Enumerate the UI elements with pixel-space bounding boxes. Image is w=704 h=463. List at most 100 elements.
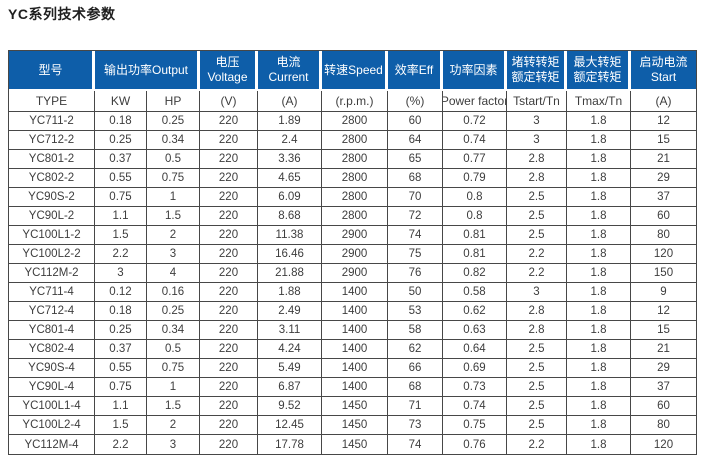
value-cell: 50 [388,283,443,302]
value-cell: 0.63 [443,321,507,340]
value-cell: 0.75 [95,188,147,207]
value-cell: 0.62 [443,302,507,321]
value-cell: 0.76 [443,435,507,454]
value-cell: 1 [147,378,200,397]
value-cell: 2800 [322,131,388,150]
value-cell: 220 [200,150,258,169]
header-group-cell: 效率Eff [388,51,443,91]
value-cell: 9.52 [258,397,322,416]
value-cell: 3 [507,283,567,302]
value-cell: 0.25 [147,302,200,321]
value-cell: 2800 [322,150,388,169]
value-cell: 0.75 [147,169,200,188]
value-cell: 0.8 [443,207,507,226]
value-cell: 11.38 [258,226,322,245]
value-cell: 220 [200,264,258,283]
subheader-cell: HP [147,91,200,112]
value-cell: 1.88 [258,283,322,302]
value-cell: 1450 [322,397,388,416]
value-cell: 1.5 [95,416,147,435]
subheader-cell: (%) [388,91,443,112]
value-cell: 2.8 [507,321,567,340]
value-cell: 2.5 [507,340,567,359]
value-cell: 150 [631,264,696,283]
value-cell: 2.8 [507,302,567,321]
value-cell: 3 [147,435,200,454]
value-cell: 76 [388,264,443,283]
value-cell: 1.8 [567,359,631,378]
model-cell: YC712-4 [9,302,95,321]
model-cell: YC802-2 [9,169,95,188]
value-cell: 0.25 [147,112,200,131]
value-cell: 220 [200,169,258,188]
header-group-label: 效率Eff [388,51,440,89]
value-cell: 21 [631,340,696,359]
header-group-cell: 电流Current [258,51,322,91]
subheader-cell: Power factor [443,91,507,112]
value-cell: 1.8 [567,169,631,188]
value-cell: 62 [388,340,443,359]
header-group-cell: 电压Voltage [200,51,258,91]
value-cell: 0.25 [95,321,147,340]
value-cell: 21.88 [258,264,322,283]
value-cell: 6.09 [258,188,322,207]
spec-table: 型号 输出功率Output 电压Voltage 电流Current 转速Speed 效率E… [8,50,697,455]
value-cell: 75 [388,245,443,264]
value-cell: 0.64 [443,340,507,359]
model-cell: YC112M-4 [9,435,95,454]
value-cell: 1.8 [567,226,631,245]
value-cell: 1450 [322,435,388,454]
value-cell: 220 [200,188,258,207]
value-cell: 80 [631,416,696,435]
value-cell: 1.8 [567,302,631,321]
value-cell: 6.87 [258,378,322,397]
value-cell: 0.75 [443,416,507,435]
model-cell: YC100L1-4 [9,397,95,416]
value-cell: 2.2 [507,245,567,264]
value-cell: 0.55 [95,169,147,188]
header-group-cell: 最大转矩 额定转矩 [567,51,631,91]
header-group-cell: 功率因素 [443,51,507,91]
value-cell: 220 [200,435,258,454]
value-cell: 66 [388,359,443,378]
value-cell: 0.34 [147,321,200,340]
value-cell: 12 [631,112,696,131]
subheader-cell: (V) [200,91,258,112]
value-cell: 4 [147,264,200,283]
value-cell: 1.8 [567,397,631,416]
model-cell: YC112M-2 [9,264,95,283]
value-cell: 29 [631,359,696,378]
model-cell: YC90S-2 [9,188,95,207]
subheader-cell: Tstart/Tn [507,91,567,112]
value-cell: 15 [631,131,696,150]
model-cell: YC90S-4 [9,359,95,378]
header-group-label: 型号 [9,51,92,89]
value-cell: 220 [200,378,258,397]
header-group-label: 电流Current [258,51,319,89]
value-cell: 1.8 [567,188,631,207]
header-group-cell: 启动电流 Start [631,51,696,91]
value-cell: 220 [200,302,258,321]
value-cell: 220 [200,131,258,150]
header-group-cell: 输出功率Output [95,51,200,91]
value-cell: 2800 [322,207,388,226]
value-cell: 220 [200,416,258,435]
value-cell: 1.8 [567,150,631,169]
value-cell: 1.1 [95,207,147,226]
subheader-cell: (A) [631,91,696,112]
value-cell: 3 [95,264,147,283]
value-cell: 0.8 [443,188,507,207]
value-cell: 220 [200,397,258,416]
value-cell: 0.55 [95,359,147,378]
value-cell: 12.45 [258,416,322,435]
value-cell: 37 [631,378,696,397]
value-cell: 1.1 [95,397,147,416]
value-cell: 2.2 [95,245,147,264]
subheader-cell: KW [95,91,147,112]
value-cell: 1.8 [567,264,631,283]
header-group-label: 输出功率Output [95,51,197,89]
value-cell: 0.34 [147,131,200,150]
value-cell: 1 [147,188,200,207]
value-cell: 74 [388,226,443,245]
